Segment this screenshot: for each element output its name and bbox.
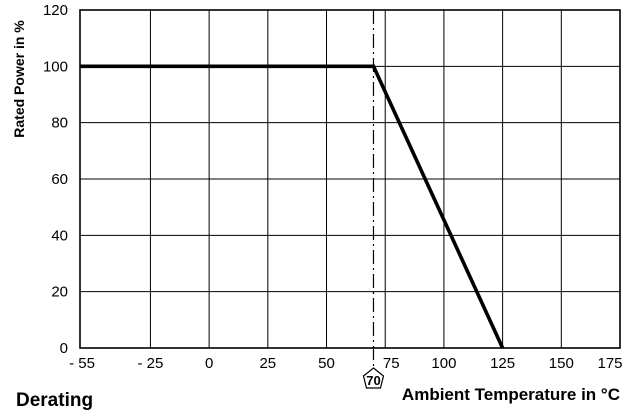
reference-marker-label: 70 (366, 373, 380, 388)
y-tick-label: 20 (51, 284, 68, 301)
y-tick-labels: 0 20 40 60 80 100 120 (43, 2, 68, 357)
y-tick-label: 80 (51, 115, 68, 132)
plot-frame (79, 9, 621, 349)
grid-lines (80, 10, 620, 348)
y-tick-label: 60 (51, 171, 68, 188)
y-tick-label: 0 (60, 340, 68, 357)
x-tick-label: 100 (431, 355, 456, 372)
x-tick-label: - 55 (69, 355, 95, 372)
x-tick-label: 125 (490, 355, 515, 372)
reference-marker-70: 70 (362, 367, 385, 389)
y-axis-label: Rated Power in % (11, 20, 27, 138)
x-tick-label: 75 (383, 355, 400, 372)
x-tick-labels: - 55 - 25 0 25 50 75 100 125 150 175 (69, 355, 622, 372)
y-tick-label: 120 (43, 2, 68, 19)
y-tick-label: 40 (51, 227, 68, 244)
x-tick-label: 0 (205, 355, 213, 372)
x-tick-label: 175 (597, 355, 622, 372)
x-tick-label: 50 (318, 355, 335, 372)
series-line-rated-power (80, 64, 505, 349)
reference-marker-shape (362, 367, 385, 389)
y-tick-label: 100 (43, 58, 68, 75)
x-axis-label: Ambient Temperature in °C (402, 385, 620, 404)
x-tick-label: 150 (549, 355, 574, 372)
x-tick-label: 25 (259, 355, 276, 372)
x-tick-label: - 25 (138, 355, 164, 372)
chart-caption: Derating (16, 390, 93, 411)
